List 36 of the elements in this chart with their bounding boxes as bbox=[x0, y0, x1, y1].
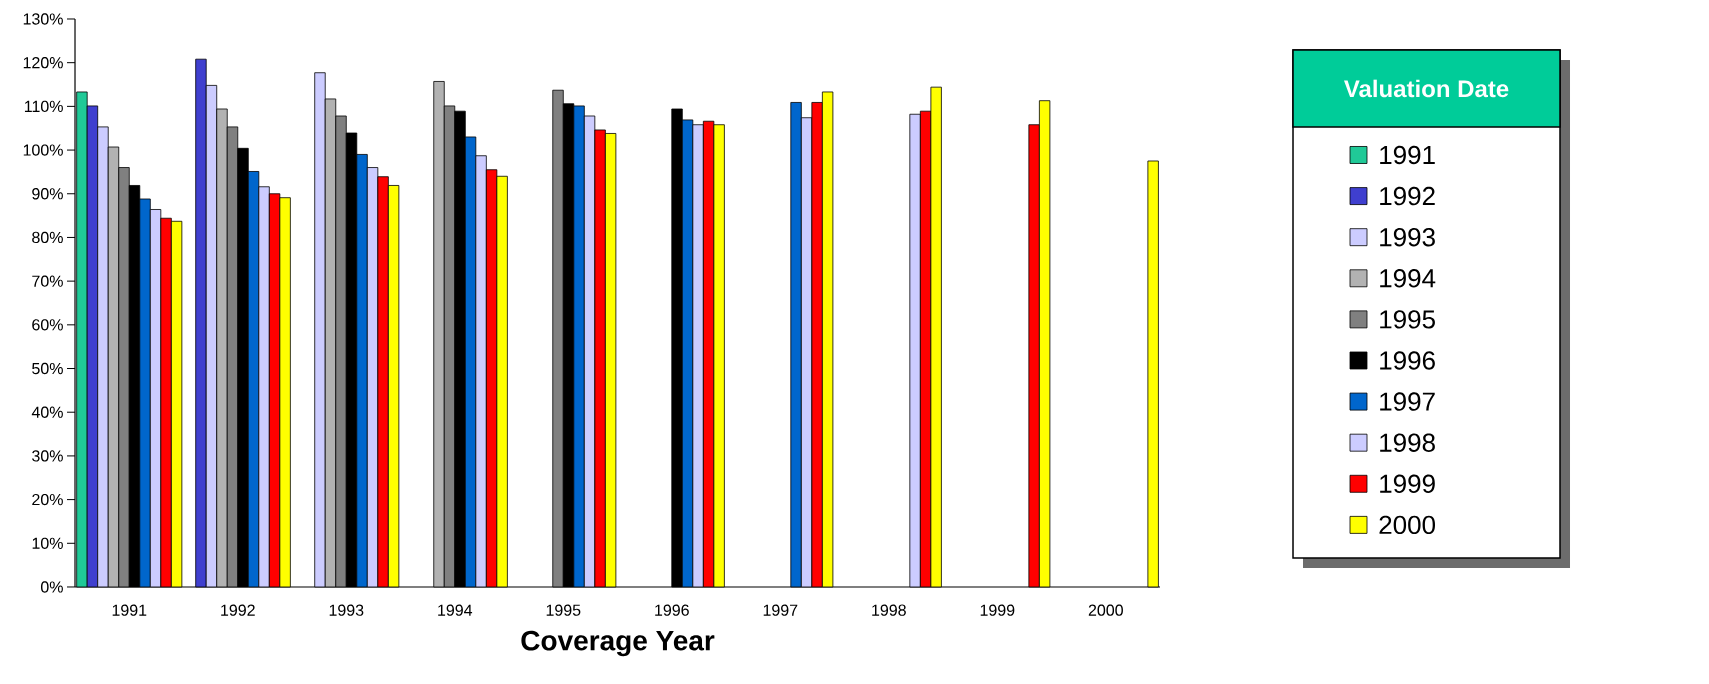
x-tick-label: 1995 bbox=[546, 604, 581, 616]
legend-label: 2000 bbox=[1379, 515, 1436, 535]
x-tick-label: 2000 bbox=[1088, 604, 1123, 616]
x-tick-label: 1992 bbox=[221, 604, 255, 616]
x-axis-title: Coverage Year bbox=[521, 630, 715, 657]
y-tick-label: 90% bbox=[32, 188, 63, 200]
legend-label: 1996 bbox=[1380, 351, 1435, 370]
legend-label: 1995 bbox=[1380, 310, 1435, 329]
legend-label: 1994 bbox=[1380, 269, 1436, 288]
legend-label: 1992 bbox=[1380, 186, 1435, 206]
x-tick-label: 1994 bbox=[438, 604, 473, 616]
y-tick-label: 0% bbox=[40, 581, 63, 593]
y-tick-label: 110% bbox=[24, 100, 63, 113]
x-tick-label: 1998 bbox=[872, 604, 906, 616]
legend-label: 1999 bbox=[1380, 474, 1435, 493]
x-tick-label: 1993 bbox=[329, 604, 364, 616]
y-tick-label: 20% bbox=[32, 493, 63, 506]
y-tick-label: 70% bbox=[32, 275, 63, 287]
x-tick-label: 1997 bbox=[763, 604, 798, 616]
y-tick-label: 50% bbox=[32, 362, 63, 375]
x-tick-label: 1999 bbox=[980, 604, 1015, 616]
x-tick-label: 1991 bbox=[112, 604, 147, 616]
y-tick-label: 80% bbox=[32, 231, 63, 244]
y-tick-label: 30% bbox=[32, 450, 63, 462]
y-tick-label: 60% bbox=[32, 319, 63, 331]
legend-label: 1993 bbox=[1380, 227, 1435, 247]
legend-label: 1998 bbox=[1380, 433, 1435, 452]
legend-label: 1991 bbox=[1380, 145, 1435, 165]
x-tick-label: 1996 bbox=[655, 604, 689, 616]
y-tick-label: 120% bbox=[23, 57, 63, 69]
y-tick-label: 100% bbox=[23, 144, 63, 156]
y-tick-label: 10% bbox=[32, 537, 63, 549]
legend-title: Valuation Date bbox=[1343, 79, 1509, 98]
y-tick-label: 130% bbox=[23, 13, 63, 25]
y-tick-label: 40% bbox=[31, 406, 63, 418]
legend-label: 1997 bbox=[1380, 392, 1435, 411]
